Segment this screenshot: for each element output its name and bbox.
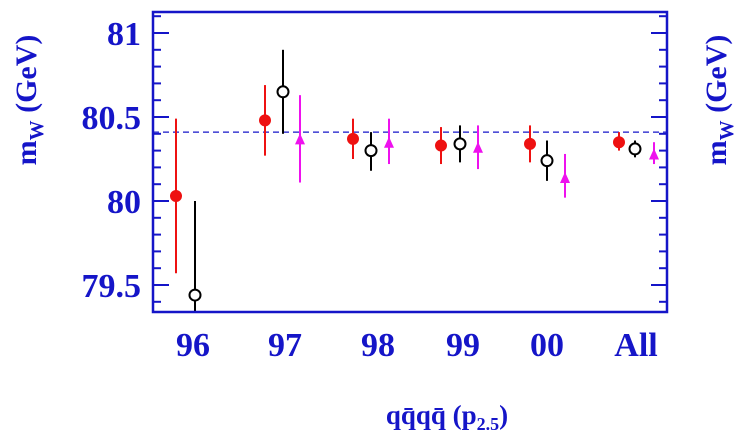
data-point xyxy=(259,114,271,127)
data-point xyxy=(540,154,554,168)
axis-ticks xyxy=(153,15,667,303)
y-tick-label: 80 xyxy=(107,184,141,221)
data-point xyxy=(347,132,359,145)
x-tick-label: 98 xyxy=(361,327,395,364)
data-point xyxy=(613,136,625,149)
data-point xyxy=(560,171,570,183)
data-point xyxy=(364,144,378,158)
data-point xyxy=(649,148,659,160)
data-point xyxy=(384,136,394,148)
x-tick-label: 99 xyxy=(446,327,480,364)
data-point xyxy=(473,141,483,153)
data-point xyxy=(170,189,182,202)
data-point xyxy=(276,85,290,99)
x-tick-label: 97 xyxy=(268,327,302,364)
plot-frame xyxy=(151,10,669,314)
y-tick-label: 81 xyxy=(107,16,141,53)
y-tick-label: 79.5 xyxy=(82,268,142,305)
data-point xyxy=(188,288,202,302)
tick-labels: 79.5 80 80.5 81 96 97 98 99 00 All xyxy=(82,16,658,364)
y-tick-label: 80.5 xyxy=(82,100,142,137)
y-axis-label-left: mW (GeV) xyxy=(10,35,48,166)
x-tick-label: 96 xyxy=(176,327,210,364)
data-point xyxy=(295,133,305,145)
data-point xyxy=(453,137,467,151)
x-tick-label: All xyxy=(614,327,657,364)
data-point xyxy=(628,142,642,156)
data-marks xyxy=(170,49,659,312)
x-tick-label: 00 xyxy=(530,327,564,364)
y-axis-label-right: mW (GeV) xyxy=(700,35,738,166)
data-point xyxy=(524,137,536,150)
x-axis-label: qq̄qq̄ (p2.5) xyxy=(386,400,508,434)
data-point xyxy=(435,139,447,152)
